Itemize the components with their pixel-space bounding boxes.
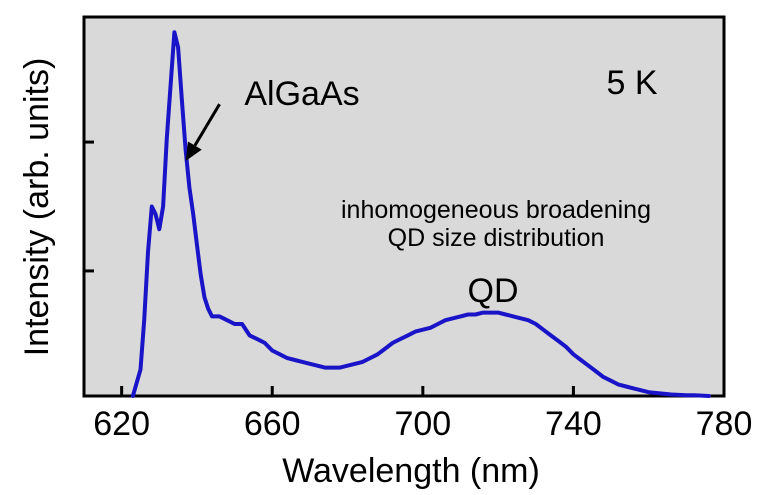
annotation-arrow	[185, 103, 221, 162]
annotation-temperature: 5 K	[606, 64, 657, 102]
x-axis-label: Wavelength (nm)	[282, 452, 540, 490]
annotation-size-distribution: QD size distribution	[388, 224, 605, 252]
series-line	[130, 30, 711, 398]
x-tick-label: 700	[394, 405, 451, 443]
annotation-broadening: inhomogeneous broadening	[341, 196, 651, 224]
x-ticks: 620 660 700 740 780	[93, 386, 752, 443]
y-axis-label: Intensity (arb. units)	[18, 58, 56, 357]
x-tick-label: 740	[545, 405, 602, 443]
x-tick-label: 620	[93, 405, 150, 443]
x-tick-label: 660	[244, 405, 301, 443]
arrow-head	[185, 141, 202, 162]
annotation-qd: QD	[468, 272, 519, 310]
x-tick-label: 780	[696, 405, 753, 443]
annotation-algaas: AlGaAs	[244, 75, 359, 113]
arrow-shaft	[193, 103, 221, 147]
y-ticks	[84, 140, 94, 273]
